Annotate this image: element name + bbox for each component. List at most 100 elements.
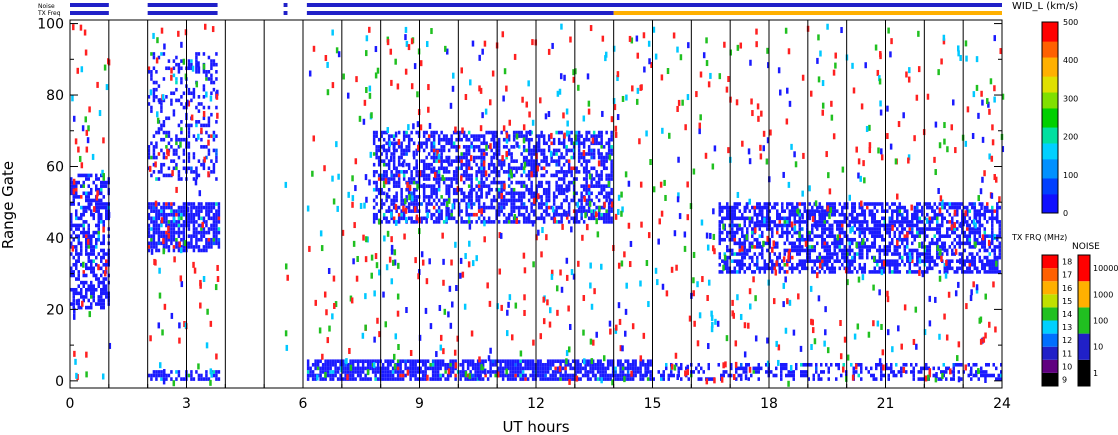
heatmap-cell <box>306 366 310 371</box>
heatmap-cell <box>912 377 915 381</box>
heatmap-cell <box>571 377 575 381</box>
heatmap-cell <box>150 155 153 160</box>
heatmap-cell <box>444 377 447 381</box>
heatmap-cell <box>470 141 473 146</box>
heatmap-cell <box>858 255 862 260</box>
heatmap-cell <box>195 205 198 210</box>
heatmap-cell <box>873 266 877 271</box>
heatmap-cell <box>991 216 994 221</box>
heatmap-cell <box>205 212 208 217</box>
heatmap-cell <box>460 162 463 167</box>
heatmap-cell <box>167 223 171 228</box>
heatmap-cell <box>998 248 1002 253</box>
heatmap-cell <box>455 159 458 163</box>
heatmap-cell <box>873 220 877 224</box>
heatmap-cell <box>210 159 213 163</box>
noise-speckle <box>74 358 77 365</box>
heatmap-cell <box>570 141 573 146</box>
heatmap-cell <box>610 159 613 163</box>
heatmap-cell <box>82 273 85 278</box>
heatmap-cell <box>502 180 506 185</box>
heatmap-cell <box>457 130 461 135</box>
heatmap-cell <box>590 173 593 178</box>
heatmap-cell <box>77 216 80 221</box>
heatmap-cell <box>802 370 805 374</box>
heatmap-cell <box>531 373 535 378</box>
heatmap-cell <box>95 255 98 260</box>
noise-speckle <box>957 341 961 348</box>
heatmap-cell <box>803 202 807 206</box>
heatmap-cell <box>771 262 774 267</box>
heatmap-cell <box>898 262 902 267</box>
heatmap-cell <box>75 216 78 221</box>
heatmap-cell <box>550 159 553 163</box>
heatmap-cell <box>988 262 992 267</box>
heatmap-cell <box>741 266 744 271</box>
heatmap-cell <box>718 234 722 238</box>
heatmap-cell <box>748 266 752 271</box>
heatmap-cell <box>467 195 471 199</box>
heatmap-cell <box>600 141 603 146</box>
heatmap-cell <box>72 273 75 278</box>
heatmap-cell <box>415 187 418 192</box>
heatmap-cell <box>961 262 964 267</box>
heatmap-cell <box>530 155 533 160</box>
heatmap-cell <box>800 362 803 367</box>
noise-speckle <box>618 318 622 325</box>
heatmap-cell <box>412 141 416 146</box>
heatmap-cell <box>427 177 431 181</box>
heatmap-cell <box>414 370 417 374</box>
heatmap-cell <box>871 230 874 235</box>
heatmap-cell <box>861 220 864 224</box>
heatmap-cell <box>948 245 952 249</box>
heatmap-cell <box>591 366 595 371</box>
heatmap-cell <box>195 241 198 246</box>
heatmap-cell <box>422 166 426 171</box>
heatmap-cell <box>97 209 100 213</box>
heatmap-cell <box>356 366 360 371</box>
heatmap-cell <box>893 245 897 249</box>
heatmap-cell <box>489 366 492 371</box>
heatmap-cell <box>475 220 478 224</box>
heatmap-cell <box>530 166 533 171</box>
noise-speckle <box>479 87 483 94</box>
heatmap-cell <box>831 230 834 235</box>
heatmap-cell <box>85 195 88 199</box>
heatmap-cell <box>450 216 453 221</box>
heatmap-cell <box>212 223 216 228</box>
heatmap-cell <box>791 227 794 231</box>
heatmap-cell <box>150 205 153 210</box>
heatmap-cell <box>475 212 478 217</box>
heatmap-cell <box>987 373 990 378</box>
heatmap-cell <box>589 362 592 367</box>
heatmap-cell <box>972 362 975 367</box>
heatmap-cell <box>572 220 576 224</box>
heatmap-cell <box>580 209 583 213</box>
heatmap-cell <box>908 262 912 267</box>
heatmap-cell <box>898 209 902 213</box>
heatmap-cell <box>465 148 468 153</box>
heatmap-cell <box>996 266 999 271</box>
heatmap-cell <box>165 155 168 160</box>
heatmap-cell <box>639 370 642 374</box>
heatmap-cell <box>851 216 854 221</box>
heatmap-cell <box>195 170 198 174</box>
heatmap-cell <box>808 230 812 235</box>
heatmap-cell <box>432 155 436 160</box>
noise-speckle <box>179 247 183 254</box>
heatmap-cell <box>187 223 191 228</box>
heatmap-cell <box>609 377 612 381</box>
heatmap-cell <box>943 245 947 249</box>
heatmap-cell <box>971 202 974 206</box>
heatmap-cell <box>782 366 785 371</box>
heatmap-cell <box>190 216 193 221</box>
heatmap-cell <box>614 366 617 371</box>
heatmap-cell <box>180 177 183 181</box>
heatmap-cell <box>595 195 598 199</box>
heatmap-cell <box>619 359 622 364</box>
heatmap-cell <box>452 187 456 192</box>
heatmap-cell <box>567 170 571 174</box>
heatmap-cell <box>505 170 508 174</box>
heatmap-cell <box>147 102 151 106</box>
